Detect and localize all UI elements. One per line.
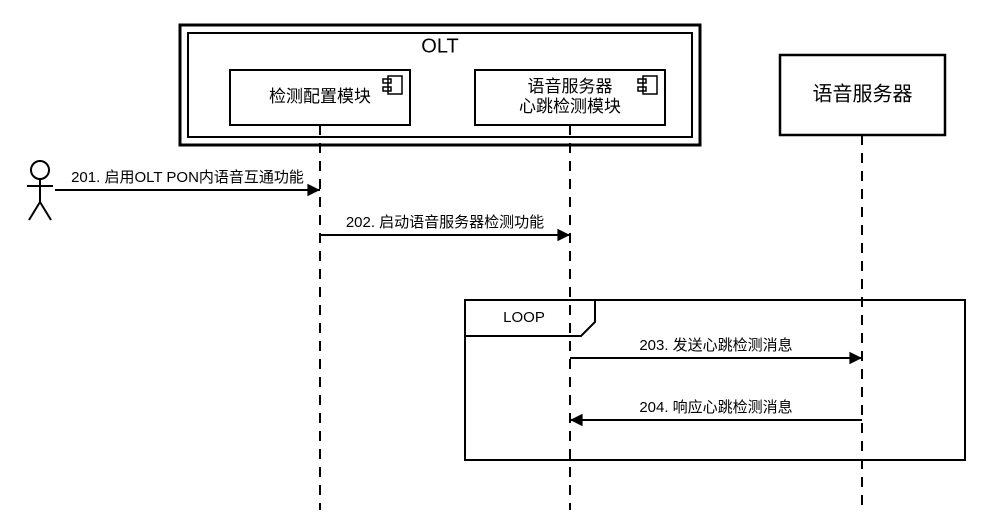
svg-text:语音服务器: 语音服务器 [813,82,913,105]
svg-text:语音服务器: 语音服务器 [528,77,613,96]
voice-server: 语音服务器 [780,55,945,135]
loop-fragment: LOOP [465,300,965,460]
loop-label: LOOP [503,309,545,326]
messages: 201. 启用OLT PON内语音互通功能 202. 启动语音服务器检测功能 203… [55,169,862,426]
msg-202: 202. 启动语音服务器检测功能 [346,214,544,231]
msg-201: 201. 启用OLT PON内语音互通功能 [71,169,304,186]
olt-container: OLT [180,25,700,145]
module-detect-config: 检测配置模块 [230,70,410,125]
msg-204: 204. 响应心跳检测消息 [639,398,792,416]
actor-icon [27,161,53,220]
module-heartbeat: 语音服务器心跳检测模块 [475,70,665,125]
svg-text:心跳检测模块: 心跳检测模块 [519,97,621,116]
lifelines [320,125,862,510]
msg-203: 203. 发送心跳检测消息 [639,337,792,354]
olt-title: OLT [421,35,458,57]
svg-text:检测配置模块: 检测配置模块 [269,87,371,106]
